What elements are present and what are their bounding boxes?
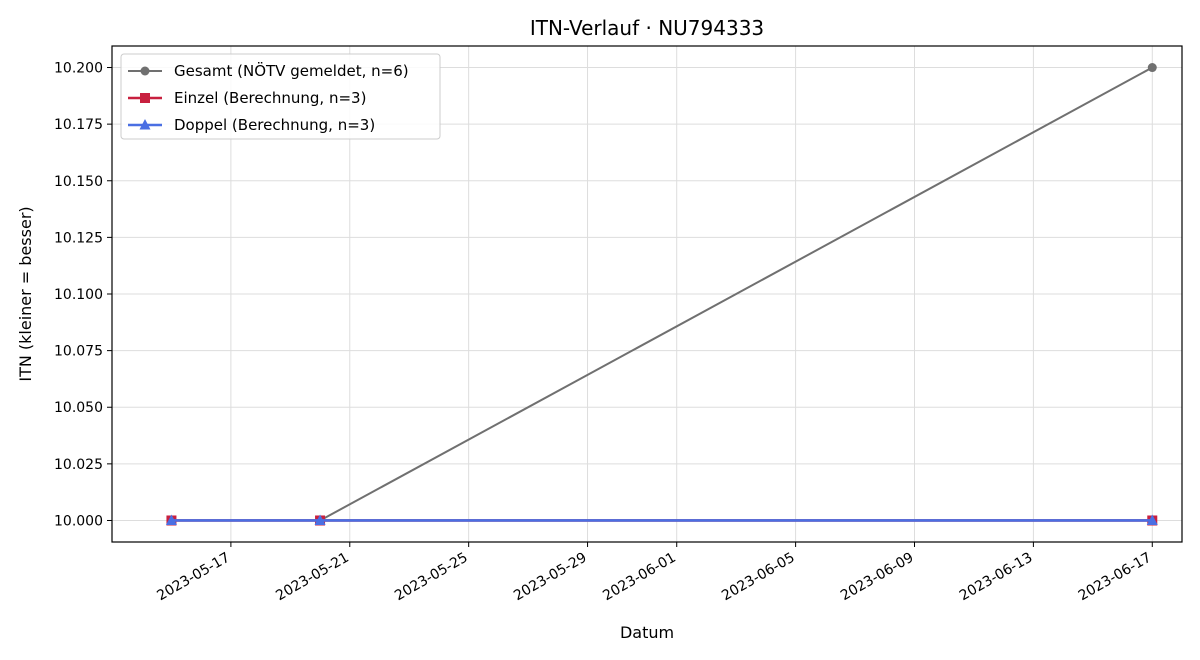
y-tick-label: 10.100 (54, 287, 103, 303)
y-axis-ticks: 10.000 10.025 10.050 10.075 10.100 10.125 10.1… (54, 61, 112, 529)
legend-entry: Doppel (Berechnung, n=3) (128, 116, 375, 134)
y-tick-label: 10.000 (54, 513, 103, 529)
y-tick-label: 10.125 (54, 230, 103, 246)
series-layer (165, 63, 1158, 526)
y-tick-label: 10.175 (54, 117, 103, 133)
data-point (1147, 63, 1157, 73)
data-point (314, 514, 326, 525)
y-tick-label: 10.075 (54, 344, 103, 360)
legend-marker (139, 119, 151, 130)
x-axis-label: Datum (620, 623, 674, 642)
series-triangle (165, 514, 1158, 525)
legend-marker (140, 93, 150, 103)
legend-entry: Einzel (Berechnung, n=3) (128, 89, 366, 107)
data-point (165, 514, 177, 525)
y-tick-label: 10.150 (54, 174, 103, 190)
y-axis-label: ITN (kleiner = besser) (16, 206, 35, 381)
legend: Gesamt (NÖTV gemeldet, n=6) Einzel (Berec… (120, 53, 441, 140)
legend-label: Einzel (Berechnung, n=3) (174, 89, 366, 107)
legend-marker (140, 66, 150, 76)
y-tick-label: 10.025 (54, 457, 103, 473)
legend-box (120, 53, 441, 140)
y-tick-label: 10.050 (54, 400, 103, 416)
legend-entry: Gesamt (NÖTV gemeldet, n=6) (128, 61, 409, 80)
legend-label: Doppel (Berechnung, n=3) (174, 116, 375, 134)
y-tick-label: 10.200 (54, 61, 103, 77)
data-point (1146, 514, 1158, 525)
chart-title: ITN-Verlauf · NU794333 (530, 16, 764, 40)
legend-label: Gesamt (NÖTV gemeldet, n=6) (174, 61, 409, 80)
